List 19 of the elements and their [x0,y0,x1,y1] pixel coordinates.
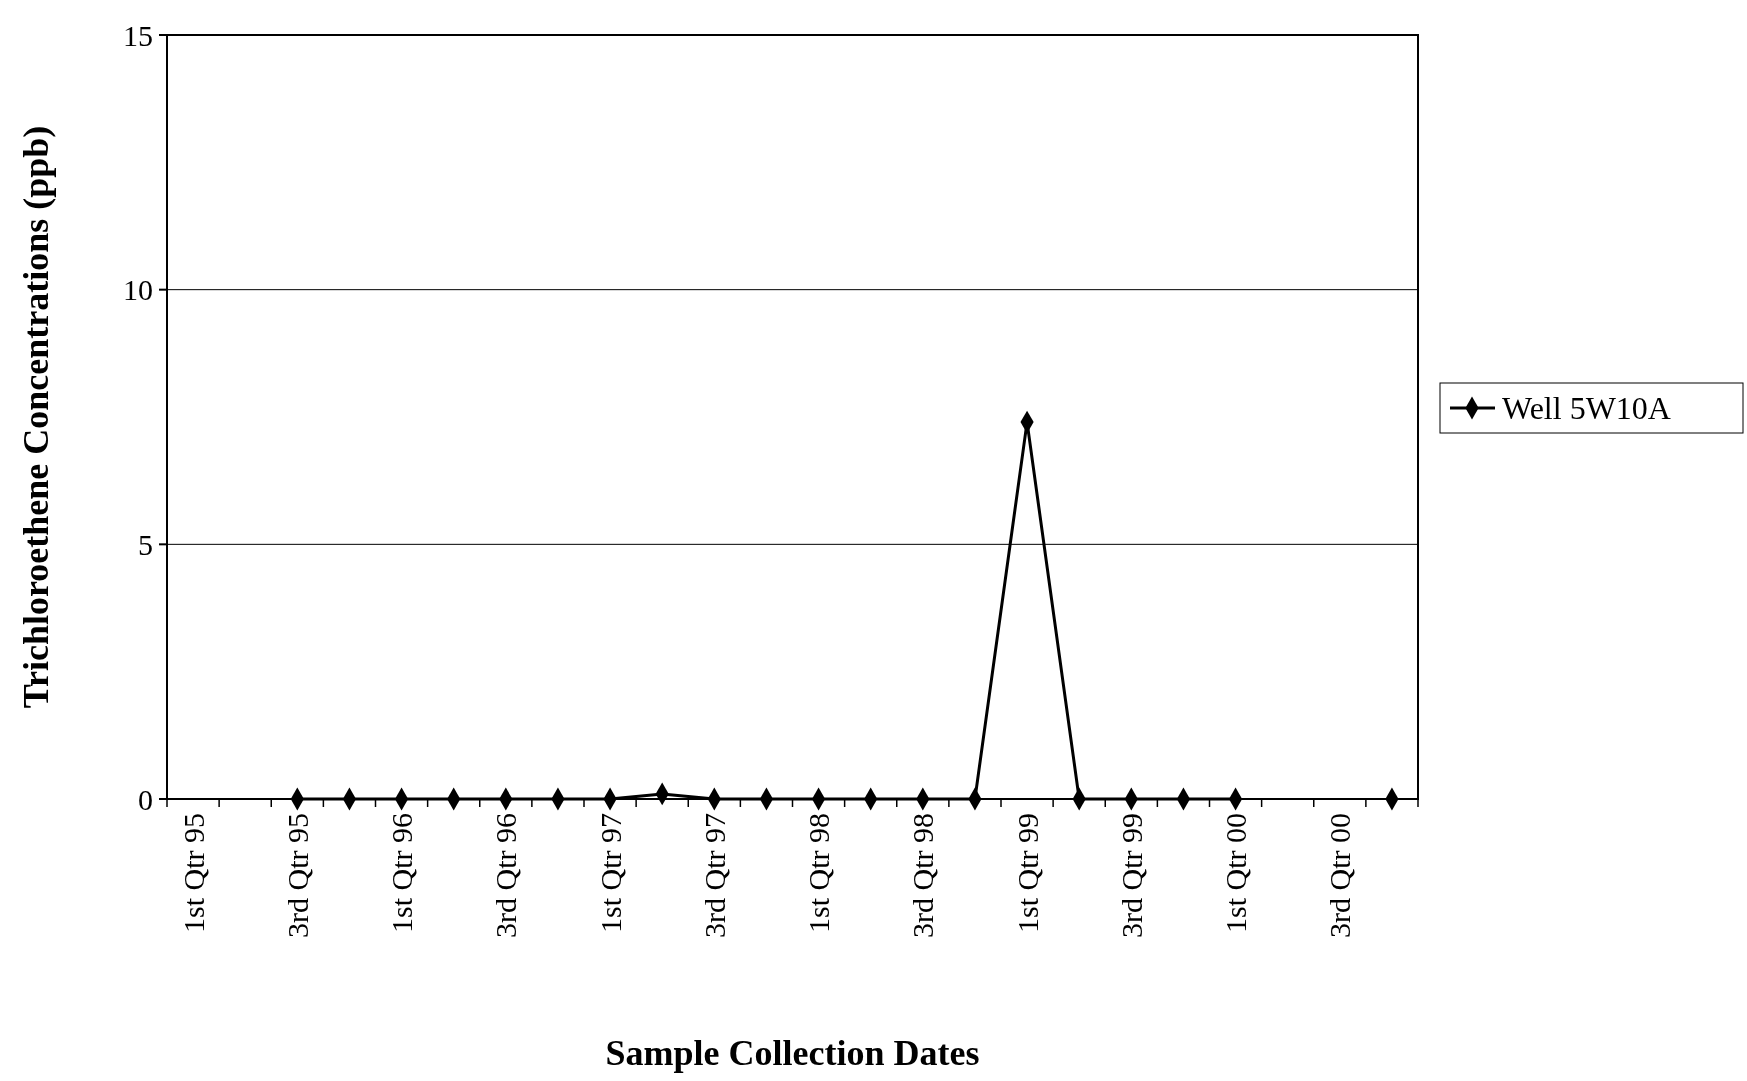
x-tick-label: 1st Qtr 99 [1010,813,1044,933]
x-tick-label: 1st Qtr 00 [1219,813,1253,933]
x-tick-label: 3rd Qtr 97 [697,813,731,938]
x-tick-label: 3rd Qtr 98 [906,813,940,938]
y-tick-label: 10 [123,273,153,307]
x-axis-title: Sample Collection Dates [605,1033,980,1073]
x-tick-label: 3rd Qtr 00 [1323,813,1357,938]
x-tick-label: 1st Qtr 95 [176,813,210,933]
y-tick-label: 0 [138,782,153,816]
x-tick-label: 1st Qtr 97 [593,813,627,933]
x-tick-label: 1st Qtr 98 [802,813,836,933]
x-tick-label: 1st Qtr 96 [385,813,419,933]
x-tick-label: 3rd Qtr 99 [1114,813,1148,938]
x-tick-label: 3rd Qtr 95 [280,813,314,938]
x-tick-label: 3rd Qtr 96 [489,813,523,938]
y-tick-label: 15 [123,18,153,52]
legend-label: Well 5W10A [1502,390,1671,427]
y-axis-title: Trichloroethene Concentrations (ppb) [16,125,56,709]
y-tick-label: 5 [138,527,153,561]
